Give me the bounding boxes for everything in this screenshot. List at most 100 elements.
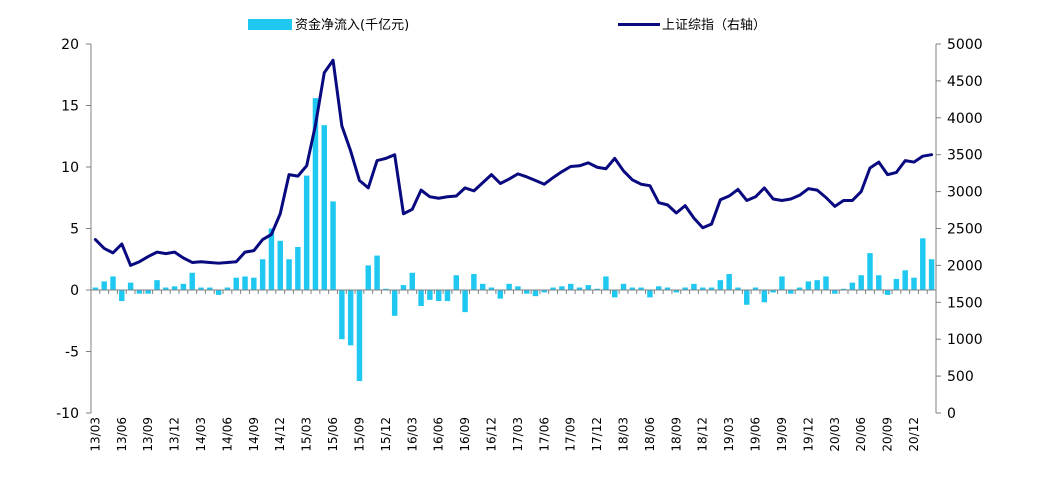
bar	[700, 287, 706, 290]
bar	[268, 228, 275, 290]
x-axis-tick-label: 15/06	[326, 417, 340, 452]
bar	[911, 277, 917, 290]
right-axis-tick-label: 3000	[947, 185, 983, 201]
bar	[585, 285, 592, 290]
x-axis-tick-label: 20/03	[828, 417, 842, 452]
bar	[409, 272, 416, 290]
x-axis-tick-label: 19/12	[801, 417, 815, 452]
bar	[603, 276, 609, 290]
bar	[893, 278, 900, 290]
x-axis-tick-label: 19/06	[749, 417, 763, 452]
bar	[497, 290, 504, 299]
bar	[110, 276, 116, 290]
bar	[884, 290, 891, 295]
bar	[435, 290, 442, 302]
left-axis-tick-labels: -10 -5 0 5 10 15 20	[56, 37, 79, 422]
bar	[312, 98, 319, 291]
bar	[849, 282, 856, 290]
x-axis-tick-label: 16/12	[484, 417, 498, 452]
bar	[559, 286, 565, 290]
legend-bar-swatch	[248, 19, 292, 30]
bar	[735, 287, 741, 290]
x-axis-tick-label: 13/03	[88, 417, 102, 452]
bar	[620, 283, 627, 290]
bar	[347, 290, 354, 346]
right-axis-tick-label: 2500	[947, 222, 983, 238]
bar	[303, 175, 310, 290]
line-series	[93, 58, 934, 267]
bar	[796, 287, 803, 290]
bar	[858, 275, 864, 290]
bar	[805, 281, 812, 290]
bar	[567, 283, 574, 290]
bar	[418, 290, 424, 306]
bar	[145, 290, 151, 294]
bar	[365, 265, 371, 290]
bar	[427, 290, 433, 300]
x-axis-tick-label: 18/09	[669, 417, 683, 452]
x-axis-tick-label: 17/09	[564, 417, 578, 452]
bar	[612, 290, 618, 298]
x-axis-tick-label: 15/09	[352, 417, 366, 452]
bar	[708, 287, 715, 290]
left-axis-tick-label: 0	[70, 283, 79, 299]
bar	[295, 246, 301, 290]
bar	[779, 276, 785, 290]
bar	[594, 288, 600, 290]
x-axis-tick-label: 19/09	[775, 417, 789, 452]
left-axis-tick-label: 15	[61, 99, 79, 115]
bar	[515, 286, 521, 290]
bar	[770, 290, 776, 293]
x-axis-tick-label: 15/12	[379, 417, 393, 452]
bar	[832, 290, 838, 294]
bar	[823, 276, 829, 290]
bar	[647, 290, 653, 298]
x-axis-tick-label: 13/12	[168, 417, 182, 452]
bar	[761, 290, 768, 303]
right-axis-tick-label: 0	[947, 406, 956, 422]
bar	[814, 280, 820, 290]
bar	[629, 287, 636, 290]
bar	[391, 290, 398, 316]
bar	[744, 290, 750, 305]
x-axis-tick-label: 17/12	[590, 417, 604, 452]
bar	[400, 285, 407, 290]
bar	[207, 287, 213, 290]
right-axis-tick-labels: 0 500 1000 1500 2000 2500 3000 3500 4000 4500 5000	[947, 37, 983, 422]
x-axis-tick-label: 18/03	[617, 417, 631, 452]
bar	[92, 287, 99, 290]
x-axis-tick-label: 16/06	[432, 417, 446, 452]
legend-bar-label: 资金净流入(千亿元)	[295, 17, 409, 33]
bar	[259, 259, 266, 290]
bar	[242, 276, 248, 290]
right-axis-tick-label: 5000	[947, 37, 983, 53]
bar	[330, 201, 336, 290]
bar	[717, 280, 724, 290]
bar	[374, 255, 380, 290]
right-axis-tick-label: 3500	[947, 148, 983, 164]
bar	[523, 290, 530, 294]
x-axis-tick-label: 20/09	[881, 417, 895, 452]
bar	[488, 287, 495, 290]
bar	[127, 282, 134, 290]
x-axis-tick-label: 13/09	[141, 417, 155, 452]
bar	[876, 275, 882, 290]
bar	[119, 290, 125, 302]
left-axis-tick-label: -10	[56, 406, 79, 422]
bar	[902, 270, 908, 290]
x-axis-tick-label: 14/09	[247, 417, 261, 452]
x-axis-tick-label: 19/03	[722, 417, 736, 452]
x-axis-tick-label: 13/06	[115, 417, 129, 452]
left-axis-tick-label: 5	[70, 222, 79, 238]
bar	[867, 253, 873, 290]
bar	[673, 290, 680, 293]
bar	[656, 286, 662, 290]
bar	[251, 277, 257, 290]
x-axis-tick-label: 14/12	[273, 417, 287, 452]
right-axis-tick-label: 1000	[947, 332, 983, 348]
x-axis-tick-label: 20/12	[907, 417, 921, 452]
bar	[136, 290, 143, 294]
bar	[682, 287, 688, 290]
bar	[286, 259, 292, 290]
bar	[453, 275, 460, 290]
